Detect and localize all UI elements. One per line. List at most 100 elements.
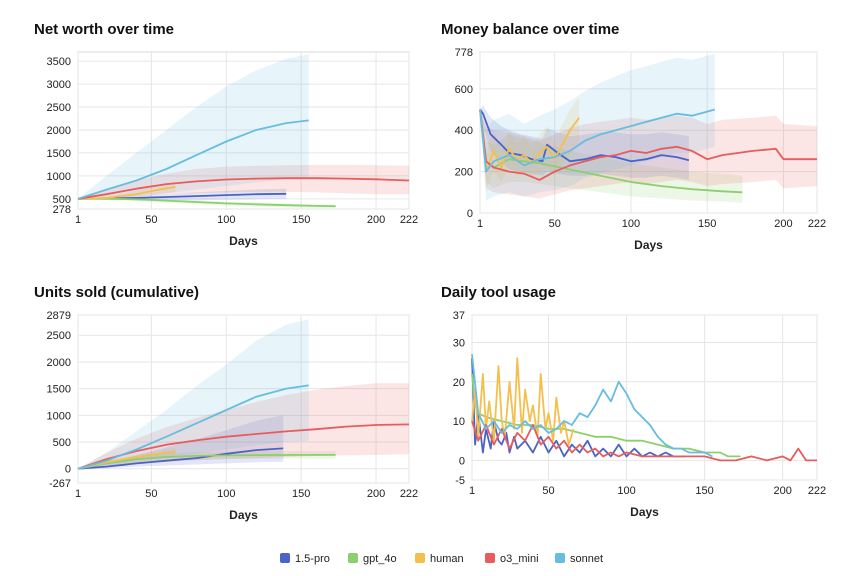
series-line-human bbox=[479, 109, 580, 173]
x-tick-label: 222 bbox=[808, 218, 826, 230]
series-line-gpt_4o bbox=[77, 453, 336, 470]
y-tick-label: 2000 bbox=[47, 125, 71, 137]
legend-swatch bbox=[280, 553, 290, 563]
x-tick-label: 222 bbox=[400, 488, 418, 500]
band-sonnet bbox=[78, 319, 309, 469]
series-line-o3_mini bbox=[77, 177, 410, 200]
x-axis-label: Days bbox=[634, 238, 663, 252]
y-tick-label: 3000 bbox=[47, 79, 71, 91]
y-tick-label: 0 bbox=[65, 464, 71, 476]
band-sonnet bbox=[78, 54, 309, 199]
x-tick-label: 100 bbox=[217, 488, 235, 500]
y-tick-label: 778 bbox=[455, 47, 473, 59]
x-tick-label: 50 bbox=[145, 488, 157, 500]
y-tick-label: 10 bbox=[453, 416, 465, 428]
chart-panel: 1 50 100 150 200 222-267050010001500200025002… bbox=[34, 284, 418, 522]
x-axis-label: Days bbox=[229, 234, 258, 248]
x-axis-label: Days bbox=[630, 505, 659, 519]
y-tick-label: 2000 bbox=[47, 357, 71, 369]
y-tick-label: 30 bbox=[453, 338, 465, 350]
x-tick-label: 200 bbox=[773, 485, 791, 497]
legend-label: human bbox=[430, 553, 464, 565]
chart-panel: 1 50 100 150 200 2222785001000150020002500300… bbox=[34, 21, 418, 248]
legend-label: sonnet bbox=[570, 553, 603, 565]
y-tick-label: 37 bbox=[453, 310, 465, 322]
plot-area bbox=[479, 51, 818, 214]
x-tick-label: 222 bbox=[808, 485, 826, 497]
x-tick-label: 50 bbox=[542, 485, 554, 497]
x-tick-label: 100 bbox=[622, 218, 640, 230]
legend-item: o3_mini bbox=[485, 553, 539, 565]
y-tick-label: 1000 bbox=[47, 410, 71, 422]
y-tick-label: 400 bbox=[455, 125, 473, 137]
series-line-o3_mini bbox=[77, 423, 410, 470]
band-o3_mini bbox=[78, 383, 409, 469]
series-line-human bbox=[471, 357, 575, 446]
y-tick-label: 0 bbox=[467, 208, 473, 220]
legend-item: human bbox=[415, 553, 464, 565]
legend-item: gpt_4o bbox=[348, 553, 397, 565]
chart-title: Net worth over time bbox=[34, 21, 174, 38]
series-line-human bbox=[77, 186, 176, 200]
y-tick-label: 2500 bbox=[47, 102, 71, 114]
legend-swatch bbox=[555, 553, 565, 563]
y-tick-label: 500 bbox=[53, 194, 71, 206]
series-line-o3_mini bbox=[479, 109, 817, 181]
y-tick-label: 2879 bbox=[47, 310, 71, 322]
x-tick-label: 1 bbox=[75, 214, 81, 226]
band-gpt_4o bbox=[480, 109, 743, 203]
legend-swatch bbox=[348, 553, 358, 563]
y-tick-label: 2500 bbox=[47, 330, 71, 342]
x-tick-label: 1 bbox=[477, 218, 483, 230]
y-tick-label: 600 bbox=[455, 84, 473, 96]
x-tick-label: 222 bbox=[400, 214, 418, 226]
chart-title: Money balance over time bbox=[441, 21, 619, 38]
x-tick-label: 150 bbox=[292, 488, 310, 500]
y-tick-label: 278 bbox=[53, 204, 71, 216]
legend-label: gpt_4o bbox=[363, 553, 397, 565]
y-tick-label: 500 bbox=[53, 437, 71, 449]
series-line-sonnet bbox=[471, 354, 713, 458]
chart-title: Daily tool usage bbox=[441, 284, 556, 301]
x-axis-label: Days bbox=[229, 508, 258, 522]
x-tick-label: 1 bbox=[75, 488, 81, 500]
legend-label: o3_mini bbox=[500, 553, 539, 565]
band-o3_mini bbox=[78, 164, 409, 199]
series-line-1.5-pro bbox=[77, 447, 284, 470]
x-tick-label: 100 bbox=[217, 214, 235, 226]
y-tick-label: 0 bbox=[459, 455, 465, 467]
legend-swatch bbox=[415, 553, 425, 563]
series-line-gpt_4o bbox=[78, 197, 336, 208]
series-line-sonnet bbox=[479, 108, 716, 173]
chart-title: Units sold (cumulative) bbox=[34, 284, 199, 301]
series-line-o3_mini bbox=[471, 420, 817, 462]
legend-item: 1.5-pro bbox=[280, 553, 330, 565]
x-tick-label: 100 bbox=[617, 485, 635, 497]
y-tick-label: 3500 bbox=[47, 56, 71, 68]
x-tick-label: 50 bbox=[145, 214, 157, 226]
y-tick-label: 1500 bbox=[47, 148, 71, 160]
y-tick-label: -5 bbox=[455, 475, 465, 487]
series-line-sonnet bbox=[77, 119, 309, 200]
y-tick-label: 1500 bbox=[47, 384, 71, 396]
legend-item: sonnet bbox=[555, 553, 603, 565]
x-tick-label: 150 bbox=[695, 485, 713, 497]
x-tick-label: 1 bbox=[469, 485, 475, 497]
x-tick-label: 200 bbox=[774, 218, 792, 230]
legend-swatch bbox=[485, 553, 495, 563]
series-line-sonnet bbox=[77, 384, 309, 470]
legend: 1.5-pro gpt_4o human o3_mini sonnet bbox=[280, 553, 603, 565]
x-tick-label: 50 bbox=[549, 218, 561, 230]
x-tick-label: 200 bbox=[367, 214, 385, 226]
y-tick-label: 1000 bbox=[47, 171, 71, 183]
y-tick-label: 200 bbox=[455, 167, 473, 179]
series-line-human bbox=[77, 450, 176, 470]
y-tick-label: -267 bbox=[49, 478, 71, 490]
band-human bbox=[78, 182, 176, 199]
plot-area bbox=[77, 51, 410, 210]
band-o3_mini bbox=[480, 109, 817, 199]
